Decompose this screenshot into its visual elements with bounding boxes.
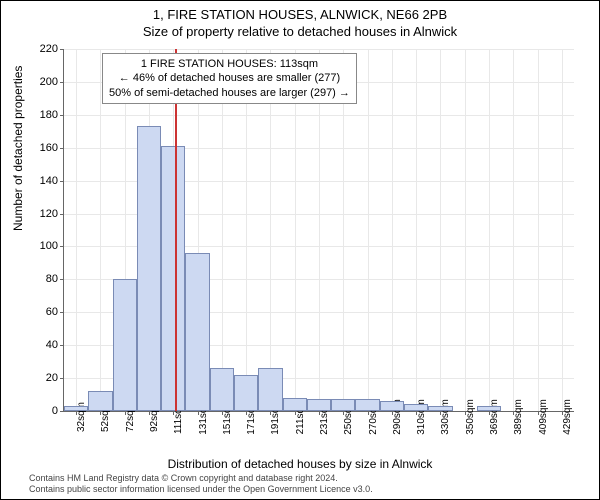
y-tick-label: 120 [40, 208, 58, 220]
histogram-bar [113, 279, 137, 411]
y-tick [60, 214, 64, 215]
y-tick-label: 140 [40, 175, 58, 187]
annotation-line3: 50% of semi-detached houses are larger (… [109, 86, 350, 100]
y-axis-title: Number of detached properties [11, 66, 25, 231]
y-tick-label: 60 [46, 306, 58, 318]
annotation-line2: ← 46% of detached houses are smaller (27… [109, 71, 350, 85]
histogram-bar [283, 398, 307, 411]
x-axis-title: Distribution of detached houses by size … [1, 457, 599, 471]
y-tick [60, 312, 64, 313]
y-tick [60, 246, 64, 247]
title-main: 1, FIRE STATION HOUSES, ALNWICK, NE66 2P… [1, 7, 599, 22]
x-tick-label: 330sqm [440, 399, 451, 435]
chart-container: 1, FIRE STATION HOUSES, ALNWICK, NE66 2P… [0, 0, 600, 500]
gridline-v [76, 49, 77, 411]
histogram-bar [88, 391, 112, 411]
y-tick-label: 220 [40, 43, 58, 55]
x-tick-label: 389sqm [513, 399, 524, 435]
histogram-bar [185, 253, 209, 411]
y-tick [60, 49, 64, 50]
y-tick-label: 180 [40, 109, 58, 121]
x-tick-label: 429sqm [562, 399, 573, 435]
histogram-bar [428, 406, 452, 411]
y-tick-label: 160 [40, 142, 58, 154]
gridline-v [489, 49, 490, 411]
x-tick-label: 350sqm [465, 399, 476, 435]
histogram-bar [380, 401, 404, 411]
annotation-line1: 1 FIRE STATION HOUSES: 113sqm [109, 57, 350, 71]
title-sub: Size of property relative to detached ho… [1, 24, 599, 39]
footer: Contains HM Land Registry data © Crown c… [29, 473, 373, 495]
y-tick [60, 279, 64, 280]
y-tick [60, 115, 64, 116]
gridline-v [562, 49, 563, 411]
gridline-v [392, 49, 393, 411]
y-tick-label: 100 [40, 240, 58, 252]
histogram-bar [161, 146, 185, 411]
gridline-v [440, 49, 441, 411]
histogram-bar [64, 406, 88, 411]
histogram-bar [210, 368, 234, 411]
y-tick-label: 0 [52, 405, 58, 417]
y-tick [60, 181, 64, 182]
histogram-bar [234, 375, 258, 411]
y-tick-label: 200 [40, 76, 58, 88]
histogram-bar [355, 399, 379, 411]
gridline-v [513, 49, 514, 411]
histogram-bar [477, 406, 501, 411]
histogram-bar [307, 399, 331, 411]
x-tick-label: 409sqm [538, 399, 549, 435]
annotation-box: 1 FIRE STATION HOUSES: 113sqm ← 46% of d… [102, 53, 357, 104]
histogram-bar [258, 368, 282, 411]
footer-line1: Contains HM Land Registry data © Crown c… [29, 473, 373, 484]
plot-area: 02040608010012014016018020022032sqm52sqm… [63, 49, 574, 412]
histogram-bar [404, 404, 428, 411]
y-tick [60, 378, 64, 379]
gridline-v [465, 49, 466, 411]
gridline-v [368, 49, 369, 411]
footer-line2: Contains public sector information licen… [29, 484, 373, 495]
histogram-bar [331, 399, 355, 411]
histogram-bar [137, 126, 161, 411]
y-tick [60, 148, 64, 149]
y-tick [60, 82, 64, 83]
y-tick [60, 345, 64, 346]
y-tick-label: 40 [46, 339, 58, 351]
gridline-v [416, 49, 417, 411]
y-tick [60, 411, 64, 412]
y-tick-label: 20 [46, 372, 58, 384]
x-tick-label: 369sqm [489, 399, 500, 435]
y-tick-label: 80 [46, 273, 58, 285]
gridline-v [538, 49, 539, 411]
